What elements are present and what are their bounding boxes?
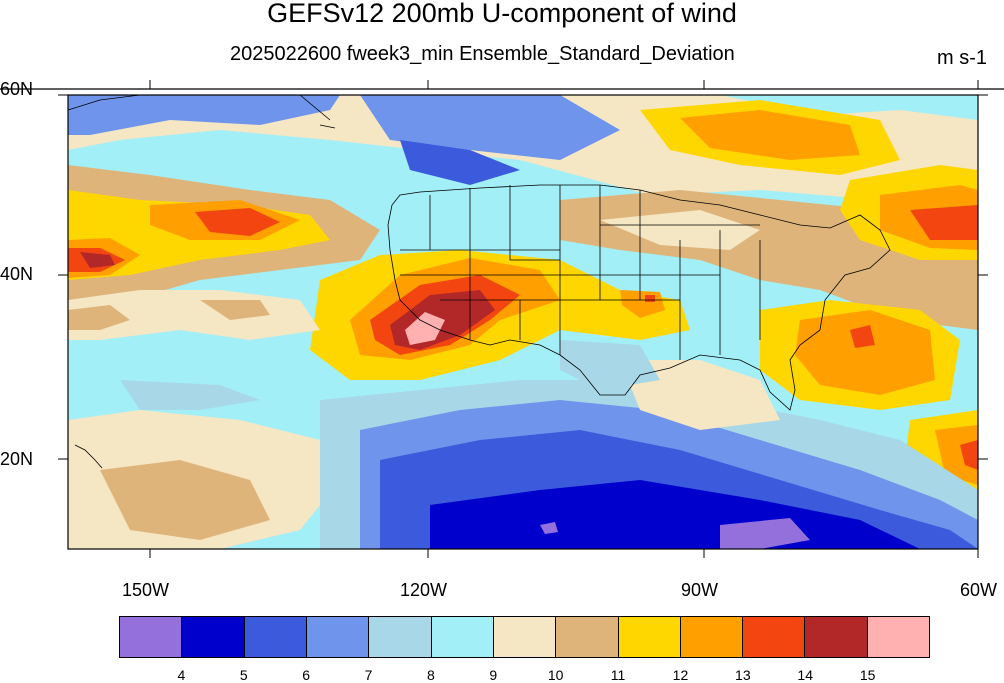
colorbar-box bbox=[369, 617, 432, 657]
lat-label-20n: 20N bbox=[0, 449, 34, 469]
wind-std-field bbox=[68, 95, 978, 549]
map-subtitle: 2025022600 fweek3_min Ensemble_Standard_… bbox=[230, 43, 735, 65]
axis-ticks bbox=[58, 80, 988, 558]
colorbar-tick-label: 8 bbox=[427, 667, 435, 683]
colorbar-box bbox=[867, 617, 930, 657]
lon-label-60w: 60W bbox=[960, 580, 998, 600]
colorbar-box bbox=[493, 617, 557, 657]
colorbar-box bbox=[556, 617, 619, 657]
colorbar-tick-label: 7 bbox=[364, 667, 373, 683]
lat-label-60n: 60N bbox=[0, 79, 34, 99]
colorbar bbox=[119, 616, 930, 658]
lon-label-90w: 90W bbox=[681, 580, 719, 600]
colorbar-tick-label: 6 bbox=[302, 667, 311, 683]
colorbar-tick-label: 10 bbox=[547, 667, 564, 683]
colorbar-box bbox=[244, 617, 307, 657]
map-title: GEFSv12 200mb U-component of wind bbox=[267, 0, 737, 28]
colorbar-tick-label: 5 bbox=[239, 667, 248, 683]
colorbar-tick-label: 12 bbox=[672, 667, 689, 683]
colorbar-tick-label: 14 bbox=[797, 667, 813, 683]
coastlines bbox=[68, 95, 891, 469]
colorbar-box bbox=[618, 617, 681, 657]
colorbar-box bbox=[680, 617, 744, 657]
lon-label-150w: 150W bbox=[122, 580, 170, 600]
colorbar-tick-label: 15 bbox=[859, 667, 876, 683]
colorbar-box bbox=[306, 617, 370, 657]
colorbar-tick-label: 13 bbox=[735, 667, 751, 683]
lon-label-120w: 120W bbox=[400, 580, 448, 600]
colorbar-tick-label: 9 bbox=[489, 667, 498, 683]
colorbar-tick-label: 11 bbox=[610, 667, 626, 683]
colorbar-box bbox=[120, 617, 183, 657]
units-label: m s-1 bbox=[937, 47, 987, 69]
colorbar-box bbox=[743, 617, 806, 657]
colorbar-box bbox=[805, 617, 868, 657]
colorbar-box bbox=[431, 617, 494, 657]
lat-label-40n: 40N bbox=[0, 264, 34, 284]
colorbar-tick-label: 4 bbox=[177, 667, 186, 683]
colorbar-box bbox=[182, 617, 245, 657]
map-frame bbox=[67, 94, 979, 550]
